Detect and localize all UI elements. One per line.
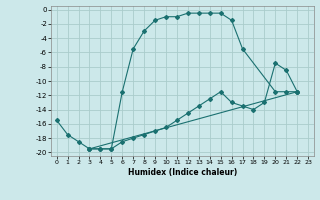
X-axis label: Humidex (Indice chaleur): Humidex (Indice chaleur) bbox=[128, 168, 237, 177]
